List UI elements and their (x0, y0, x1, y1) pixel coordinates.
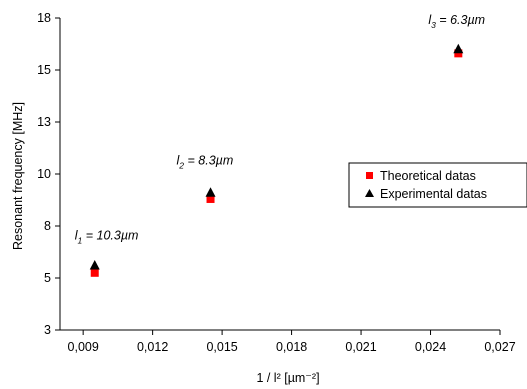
theoretical-point (206, 194, 215, 203)
experimental-point (205, 187, 216, 197)
y-tick-label: 18 (37, 11, 51, 25)
plot-area: 0,009 0,012 0,015 0,018 0,021 0,024 0,027 3 5 8 1… (37, 11, 516, 354)
x-axis-title: 1 / l² [µm⁻²] (256, 371, 319, 385)
y-tick-label: 3 (44, 323, 51, 337)
legend-label-experimental: Experimental datas (380, 187, 487, 201)
x-tick-label: 0,021 (345, 340, 376, 354)
x-tick-label: 0,009 (68, 340, 99, 354)
theoretical-point (454, 49, 463, 58)
legend: Theoretical datas Experimental datas (348, 162, 527, 208)
point-annotation: l1 = 10.3µm (75, 229, 139, 246)
y-tick-label: 13 (37, 115, 51, 129)
y-tick-label: 5 (44, 271, 51, 285)
legend-marker-experimental (365, 189, 374, 197)
x-tick-label: 0,018 (276, 340, 307, 354)
point-annotation: l2 = 8.3µm (177, 154, 234, 171)
point-annotation: l3 = 6.3µm (428, 13, 485, 30)
x-tick-label: 0,027 (484, 340, 515, 354)
experimental-point (453, 43, 464, 54)
y-axis-title: Resonant frequency [MHz] (11, 102, 25, 250)
x-tick-label: 0,024 (415, 340, 446, 354)
y-tick-label: 8 (44, 219, 51, 233)
x-tick-label: 0,015 (206, 340, 237, 354)
legend-box (348, 162, 527, 208)
y-tick-label: 15 (37, 63, 51, 77)
annotations: l1 = 10.3µm l2 = 8.3µm l3 = 6.3µm (75, 13, 485, 245)
x-ticks: 0,009 0,012 0,015 0,018 0,021 0,024 0,027 (68, 330, 516, 354)
legend-marker-theoretical (366, 172, 373, 179)
series-layer (89, 43, 464, 277)
y-tick-label: 10 (37, 167, 51, 181)
y-ticks: 3 5 8 10 13 15 18 (37, 11, 60, 337)
legend-label-theoretical: Theoretical datas (380, 169, 476, 183)
theoretical-point (90, 268, 99, 277)
x-tick-label: 0,012 (137, 340, 168, 354)
experimental-point (89, 260, 100, 270)
